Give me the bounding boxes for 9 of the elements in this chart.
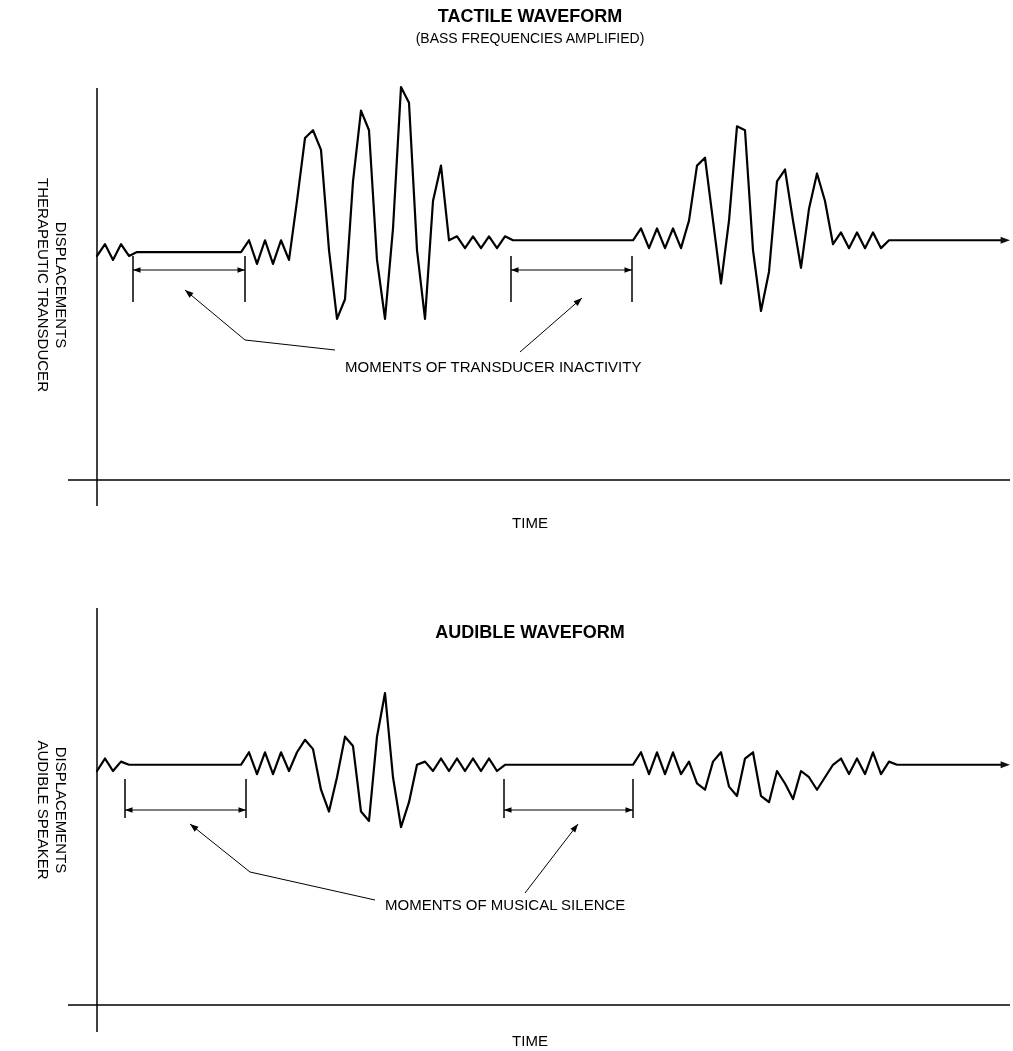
x-axis-title: TIME bbox=[512, 1032, 548, 1049]
chart-title: TACTILE WAVEFORM bbox=[437, 6, 623, 26]
chart-title: AUDIBLE WAVEFORM bbox=[435, 622, 625, 642]
y-axis-title: THERAPEUTIC TRANSDUCER DISPLACEMENTS bbox=[35, 178, 70, 393]
chart-subtitle: (BASS FREQUENCIES AMPLIFIED) bbox=[415, 30, 645, 46]
annotation: MOMENTS OF TRANSDUCER INACTIVITY bbox=[345, 358, 642, 375]
annotation: MOMENTS OF MUSICAL SILENCE bbox=[385, 896, 626, 913]
y-axis-title: AUDIBLE SPEAKER DISPLACEMENTS bbox=[35, 740, 70, 880]
x-axis-title: TIME bbox=[512, 514, 548, 531]
